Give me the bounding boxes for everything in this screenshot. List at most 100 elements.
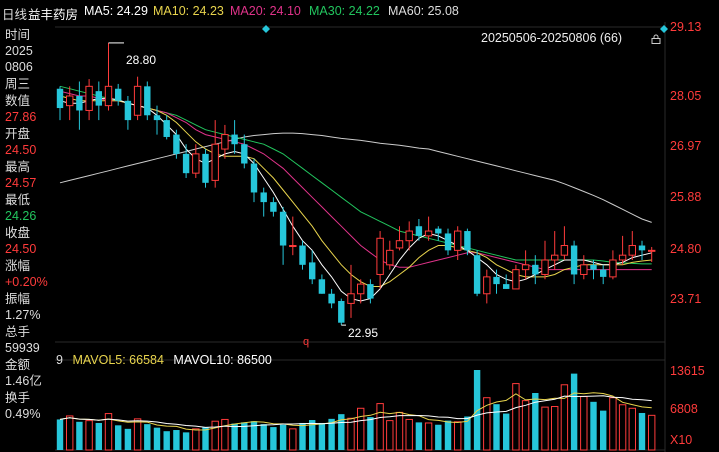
candle-body: [444, 233, 452, 251]
candle-body: [618, 254, 627, 261]
volume-bar: [85, 420, 93, 451]
volume-bar: [202, 427, 209, 450]
low-marker-label: 22.95: [348, 326, 379, 340]
candle-body: [56, 88, 64, 109]
volume-bar: [173, 430, 180, 450]
candles[interactable]: [56, 42, 656, 326]
high-label: 最高: [5, 160, 31, 174]
volume-tick: 6808: [670, 402, 698, 416]
candle-body: [590, 264, 597, 270]
ma30-legend: MA30: 24.22: [309, 4, 380, 18]
change-label: 涨幅: [5, 259, 31, 273]
amplitude-value: 1.27%: [5, 308, 41, 322]
volume-bar: [435, 424, 442, 450]
volume-unit: X10: [670, 433, 693, 447]
candle-body: [104, 85, 113, 107]
ma20-path: [59, 90, 652, 271]
value: 27.86: [5, 110, 37, 124]
volume-bar: [270, 427, 277, 450]
period-tab[interactable]: 日线: [2, 8, 28, 22]
volume-label: 总手: [5, 325, 31, 339]
volume-bar: [415, 422, 423, 450]
candle-body: [521, 264, 530, 271]
candle-body: [395, 240, 404, 249]
candle-body: [512, 269, 520, 290]
volume-bar: [163, 431, 170, 450]
volume-bar: [250, 421, 258, 450]
candle-body: [560, 245, 569, 256]
volume-bar: [260, 424, 267, 450]
candle-body: [405, 230, 413, 242]
volume-bar: [541, 406, 549, 451]
volume-bar: [124, 428, 132, 450]
volume-bar: [56, 419, 64, 450]
candle-body: [153, 115, 161, 121]
volume-bar: [95, 422, 102, 450]
ma10-line: [59, 95, 652, 287]
ma20-legend: MA20: 24.10: [230, 4, 301, 18]
candle-body: [270, 202, 277, 212]
volume-bar: [493, 404, 500, 450]
info-panel: 时间 2025 0806 周三 数值 27.86 开盘 24.50 最高 24.…: [0, 22, 52, 452]
volume-bar: [192, 428, 200, 451]
candle-body: [473, 255, 481, 294]
turnover-value: 0.49%: [5, 407, 41, 421]
volume-bar: [628, 407, 636, 451]
volume-bar: [182, 432, 190, 450]
candle-body: [173, 134, 180, 154]
volume-bar: [503, 413, 510, 450]
candle-body: [163, 120, 170, 137]
volume-bar: [211, 420, 219, 451]
candle-body: [338, 300, 345, 323]
value-label: 数值: [5, 94, 31, 108]
date-md: 0806: [5, 60, 33, 74]
price-tick: 29.13: [670, 20, 702, 34]
candle-body: [628, 245, 636, 256]
volume-tick: 13615: [670, 364, 705, 378]
high-marker-label: 28.80: [126, 53, 157, 67]
volume-bar: [648, 414, 656, 451]
volume-bar: [512, 383, 520, 451]
ma10-legend: MA10: 24.23: [153, 4, 224, 18]
time-label: 时间: [5, 28, 31, 42]
date-range-label[interactable]: 20250506-20250806 (66): [481, 31, 623, 45]
volume-bar: [521, 400, 530, 451]
candle-body: [279, 211, 287, 246]
candle-body: [182, 153, 190, 174]
volume-bar: [115, 425, 122, 450]
low-label: 最低: [5, 193, 31, 207]
candle-body: [76, 95, 83, 111]
candle-body: [648, 249, 656, 252]
candle-body: [424, 230, 433, 237]
ma5-legend: MA5: 24.29: [84, 4, 148, 18]
volume-bars[interactable]: [56, 370, 656, 451]
candle-body: [551, 254, 559, 261]
mavol10-legend: MAVOL10: 86500: [173, 353, 272, 367]
volume-value: 59939: [5, 341, 40, 355]
volume-bar: [395, 411, 404, 451]
volume-bar: [289, 428, 297, 451]
candle-body: [609, 259, 617, 278]
volume-bar: [609, 397, 617, 451]
volume-bar: [133, 418, 142, 451]
amount-value: 1.46亿: [5, 374, 42, 388]
volume-bar: [231, 423, 238, 450]
weekday: 周三: [5, 77, 31, 91]
high-value: 24.57: [5, 176, 37, 190]
diamond-icon: [262, 25, 270, 33]
candle-body: [202, 153, 209, 183]
candle-body: [144, 86, 151, 116]
volume-bar: [424, 422, 433, 451]
open-label: 开盘: [5, 127, 31, 141]
volume-bar: [590, 401, 597, 450]
lock-icon[interactable]: [651, 34, 661, 44]
volume-bar: [328, 418, 335, 450]
volume-bar: [318, 422, 326, 450]
stock-name: 益丰药房: [28, 8, 79, 22]
candle-body: [532, 264, 539, 275]
candle-body: [231, 134, 238, 145]
volume-bar: [376, 403, 384, 451]
candle-body: [124, 100, 132, 121]
candle-body: [415, 226, 423, 236]
